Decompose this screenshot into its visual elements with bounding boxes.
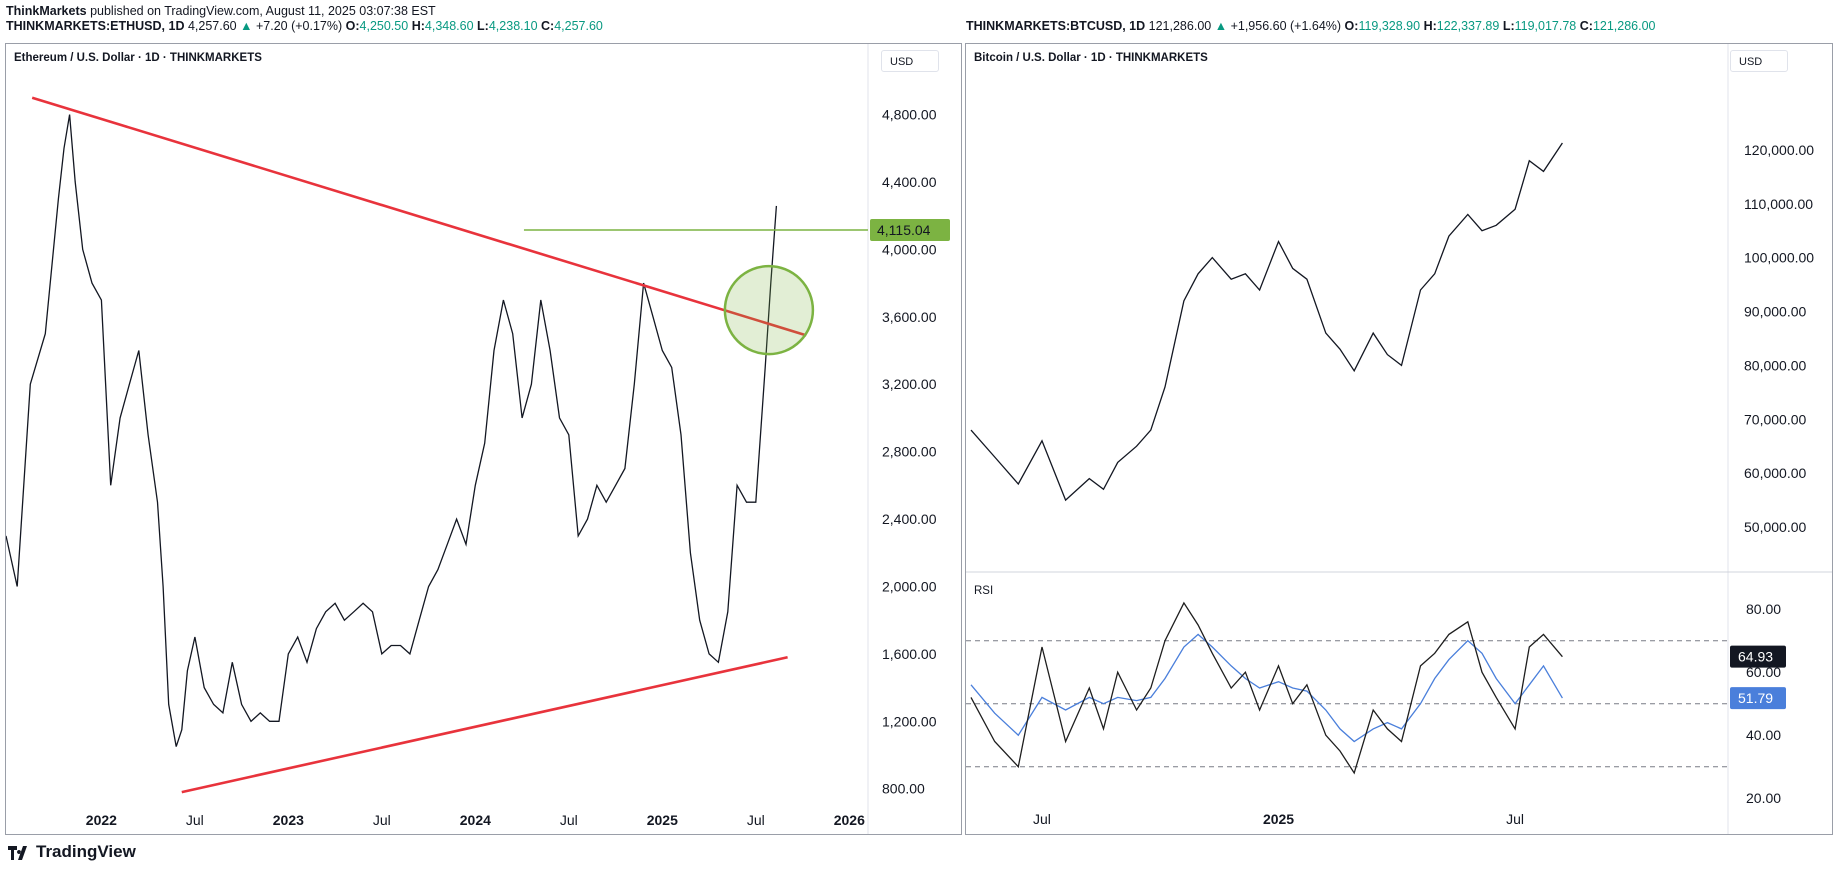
x-tick-label: 2025 — [647, 812, 678, 828]
high-label: H: — [1423, 19, 1437, 33]
x-tick-label: Jul — [560, 812, 578, 828]
rsi-ma-line — [970, 633, 1563, 743]
x-tick-label: Jul — [1506, 811, 1524, 827]
up-arrow-icon: ▲ — [1214, 19, 1228, 33]
eth-change: +7.20 (+0.17%) — [255, 19, 343, 33]
x-tick-label: 2022 — [86, 812, 117, 828]
eth-close: 4,257.60 — [554, 19, 603, 33]
rsi-value-label: 64.93 — [1738, 649, 1773, 665]
y-tick-label: 3,200.00 — [882, 376, 937, 392]
x-tick-label: Jul — [747, 812, 765, 828]
btc-chart-title: Bitcoin / U.S. Dollar · 1D · THINKMARKET… — [974, 52, 1208, 64]
publish-info: ThinkMarkets published on TradingView.co… — [6, 4, 436, 18]
y-tick-label: 4,400.00 — [882, 174, 937, 190]
x-tick-label: 2024 — [460, 812, 491, 828]
eth-high: 4,348.60 — [424, 19, 474, 33]
low-label: L: — [477, 19, 489, 33]
btc-change: +1,956.60 (+1.64%) — [1230, 19, 1342, 33]
y-tick-label: 1,200.00 — [882, 713, 937, 729]
btc-currency-button[interactable]: USD — [1730, 50, 1788, 72]
eth-chart-title: Ethereum / U.S. Dollar · 1D · THINKMARKE… — [14, 52, 262, 64]
y-tick-label: 110,000.00 — [1744, 196, 1813, 212]
y-tick-label: 800.00 — [882, 781, 925, 797]
eth-last: 4,257.60 — [187, 19, 237, 33]
rsi-ma-value-tag — [1730, 687, 1786, 710]
x-tick-label: 2025 — [1263, 811, 1294, 827]
btc-last: 121,286.00 — [1148, 19, 1212, 33]
close-label: C: — [541, 19, 555, 33]
resistance-trendline — [31, 96, 807, 337]
y-tick-label: 90,000.00 — [1744, 304, 1806, 320]
rsi-tick-label: 80.00 — [1746, 601, 1781, 617]
level-price-tag — [870, 219, 950, 242]
eth-chart-panel[interactable]: Ethereum / U.S. Dollar · 1D · THINKMARKE… — [5, 43, 962, 835]
publisher-name[interactable]: ThinkMarkets — [6, 4, 87, 18]
eth-currency-button[interactable]: USD — [881, 50, 939, 72]
rsi-value-tag — [1730, 645, 1786, 668]
y-tick-label: 80,000.00 — [1744, 357, 1806, 373]
y-tick-label: 100,000.00 — [1744, 250, 1814, 266]
high-label: H: — [411, 19, 425, 33]
y-tick-label: 3,600.00 — [882, 309, 937, 325]
rsi-line — [970, 601, 1563, 775]
y-tick-label: 2,000.00 — [882, 578, 937, 594]
tradingview-logo[interactable]: TradingView — [8, 842, 136, 862]
support-trendline — [181, 655, 788, 794]
x-tick-label: 2026 — [834, 812, 865, 828]
y-tick-label: 4,000.00 — [882, 241, 937, 257]
y-tick-label: 1,600.00 — [882, 646, 937, 662]
low-label: L: — [1502, 19, 1515, 33]
eth-price-line — [6, 114, 778, 747]
btc-open: 119,328.90 — [1358, 19, 1421, 33]
rsi-tick-label: 20.00 — [1746, 790, 1781, 806]
brand-name: TradingView — [36, 842, 136, 861]
eth-symbol[interactable]: THINKMARKETS:ETHUSD, 1D — [6, 19, 185, 33]
btc-symbol[interactable]: THINKMARKETS:BTCUSD, 1D — [966, 19, 1146, 33]
btc-high: 122,337.89 — [1436, 19, 1500, 33]
tradingview-icon — [8, 845, 30, 860]
breakout-circle — [723, 264, 815, 356]
y-tick-label: 2,400.00 — [882, 511, 937, 527]
eth-chart[interactable]: 800.00 1,200.00 1,600.00 2,000.00 2,400.00 2,… — [6, 44, 961, 834]
published-text: published on TradingView.com, August 11,… — [90, 4, 436, 18]
btc-close: 121,286.00 — [1592, 19, 1656, 33]
btc-low: 119,017.78 — [1514, 19, 1577, 33]
eth-open: 4,250.50 — [359, 19, 409, 33]
open-label: O: — [1344, 19, 1359, 33]
up-arrow-icon: ▲ — [240, 19, 253, 33]
y-tick-label: 120,000.00 — [1744, 142, 1814, 158]
btc-chart[interactable]: 50,000.00 60,000.00 70,000.00 80,000.00 90,0… — [966, 44, 1832, 834]
level-price-label: 4,115.04 — [877, 222, 931, 238]
rsi-tick-label: 40.00 — [1746, 727, 1781, 743]
btc-chart-panel[interactable]: Bitcoin / U.S. Dollar · 1D · THINKMARKET… — [965, 43, 1833, 835]
y-tick-label: 2,800.00 — [882, 444, 937, 460]
y-tick-label: 70,000.00 — [1744, 411, 1806, 427]
x-tick-label: Jul — [373, 812, 391, 828]
x-tick-label: Jul — [186, 812, 204, 828]
eth-low: 4,238.10 — [488, 19, 538, 33]
open-label: O: — [345, 19, 360, 33]
y-tick-label: 60,000.00 — [1744, 465, 1806, 481]
rsi-label: RSI — [974, 585, 994, 597]
btc-legend: THINKMARKETS:BTCUSD, 1D 121,286.00 ▲ +1,… — [966, 19, 1656, 33]
eth-legend: THINKMARKETS:ETHUSD, 1D 4,257.60 ▲ +7.20… — [6, 19, 603, 33]
rsi-ma-value-label: 51.79 — [1738, 690, 1773, 706]
y-tick-label: 50,000.00 — [1744, 519, 1806, 535]
rsi-tick-label: 60.00 — [1746, 664, 1781, 680]
btc-price-line — [970, 142, 1563, 502]
x-tick-label: Jul — [1033, 811, 1051, 827]
y-tick-label: 4,800.00 — [882, 107, 937, 123]
close-label: C: — [1579, 19, 1593, 33]
x-tick-label: 2023 — [273, 812, 304, 828]
